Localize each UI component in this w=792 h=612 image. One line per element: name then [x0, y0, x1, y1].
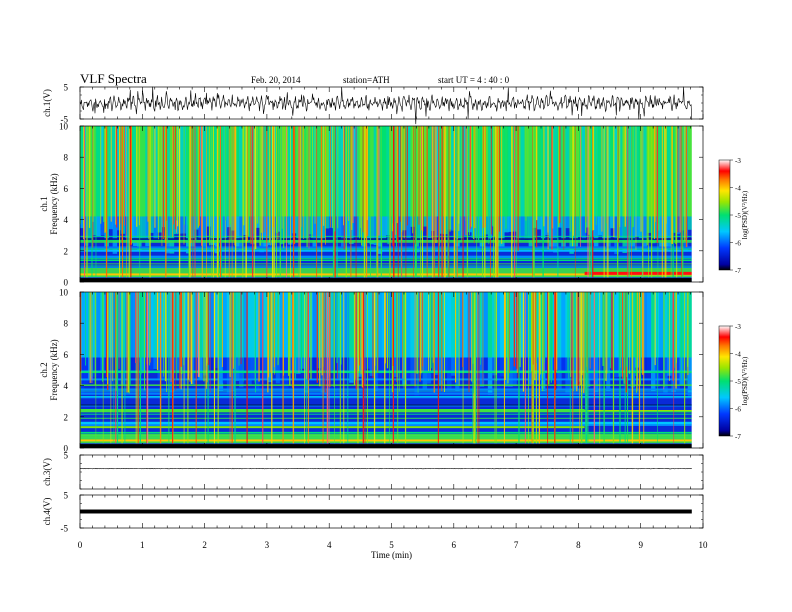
colorbar-tick-label: -7 — [735, 267, 741, 275]
colorbar-tick-label: -3 — [735, 157, 741, 165]
station-label: station=ATH — [343, 75, 390, 85]
ytick-label: 5 — [64, 491, 69, 501]
ytick-label: 10 — [59, 122, 69, 132]
waveform-ch4-waveform — [80, 509, 692, 514]
xtick-label: 5 — [389, 540, 394, 550]
waveform-ch1-waveform — [79, 86, 693, 125]
ylabel-waveform: ch.4(V) — [42, 498, 52, 526]
xtick-label: 3 — [265, 540, 270, 550]
ytick-label: 4 — [64, 381, 69, 391]
ytick-label: 2 — [64, 412, 69, 422]
colorbar-tick-label: -4 — [735, 185, 741, 193]
colorbar-tick-label: -7 — [735, 433, 741, 441]
waveform-ch3-waveform — [79, 467, 692, 470]
colorbar-tick-label: -6 — [735, 240, 741, 248]
xtick-label: 7 — [514, 540, 519, 550]
ytick-label: 5 — [64, 451, 69, 461]
spectrogram-ch1-spectrogram — [79, 126, 703, 282]
ytick-label: 6 — [64, 350, 69, 360]
colorbar-tick-label: -4 — [735, 351, 741, 359]
start-time-label: start UT = 4 : 40 : 0 — [438, 75, 510, 85]
ytick-label: 0 — [64, 278, 69, 288]
xtick-label: 1 — [140, 540, 145, 550]
ytick-label: -5 — [61, 524, 69, 534]
panel-frame-1 — [79, 125, 704, 283]
ylabel-channel: ch.2 — [39, 362, 49, 377]
colorbar-ch1-spectrogram — [718, 159, 733, 271]
ytick-label: -5 — [61, 115, 69, 125]
ylabel-waveform: ch.3(V) — [42, 458, 52, 486]
colorbar-tick-label: -3 — [735, 323, 741, 331]
colorbar-tick-label: -6 — [735, 406, 741, 414]
panel-frame-2 — [79, 291, 704, 449]
ylabel-frequency: Frequency (kHz) — [49, 339, 59, 400]
colorbar-label: log(PSD)(V²/Hz) — [741, 190, 749, 239]
ytick-label: 5 — [64, 83, 69, 93]
ytick-label: 10 — [59, 288, 69, 298]
ytick-label: 6 — [64, 184, 69, 194]
colorbar-tick-label: -5 — [735, 212, 741, 220]
xtick-label: 8 — [576, 540, 581, 550]
panel-frame-3 — [79, 454, 704, 490]
xtick-label: 10 — [699, 540, 709, 550]
xtick-label: 2 — [202, 540, 207, 550]
ylabel-channel: ch.1 — [39, 196, 49, 211]
xtick-label: 0 — [78, 540, 83, 550]
xtick-label: 9 — [638, 540, 643, 550]
chart-title: VLF Spectra — [80, 71, 147, 86]
ylabel-waveform: ch.1(V) — [42, 89, 52, 117]
xaxis-label: Time (min) — [371, 550, 412, 560]
spectrogram-ch2-spectrogram — [80, 292, 703, 448]
colorbar-tick-label: -5 — [735, 378, 741, 386]
ytick-label: 8 — [64, 319, 69, 329]
ylabel-frequency: Frequency (kHz) — [49, 173, 59, 234]
colorbar-ch2-spectrogram — [718, 325, 733, 437]
colorbar-label: log(PSD)(V²/Hz) — [741, 356, 749, 405]
ytick-label: 8 — [64, 153, 69, 163]
date-label: Feb. 20, 2014 — [251, 75, 301, 85]
ytick-label: 4 — [64, 215, 69, 225]
xtick-label: 4 — [327, 540, 332, 550]
xtick-label: 6 — [452, 540, 457, 550]
ytick-label: 0 — [64, 444, 69, 454]
ytick-label: 2 — [64, 246, 69, 256]
